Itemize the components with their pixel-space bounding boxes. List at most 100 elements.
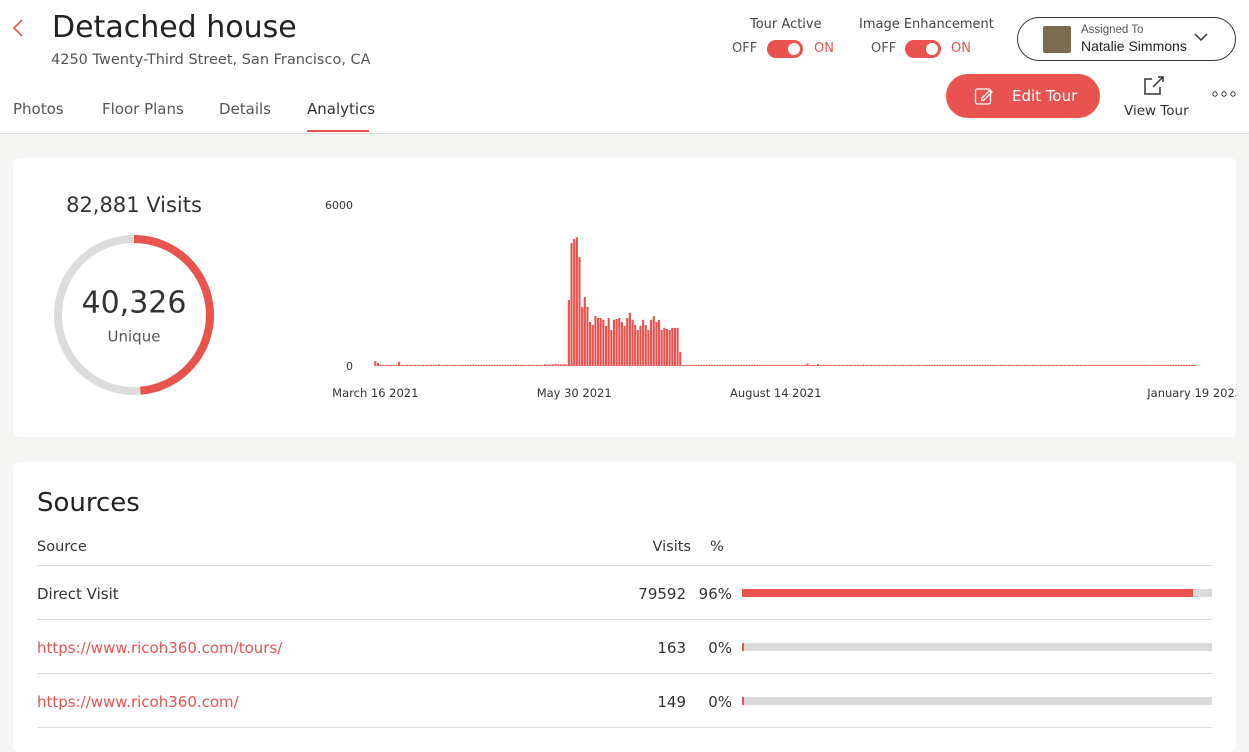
- source-link[interactable]: https://www.ricoh360.com/tours/: [37, 639, 283, 657]
- bar: [896, 364, 899, 366]
- column-header: Visits: [652, 539, 691, 555]
- bar: [612, 319, 616, 366]
- bar: [917, 364, 920, 366]
- bar: [870, 364, 873, 366]
- bar: [615, 319, 618, 366]
- tab[interactable]: Details: [219, 100, 272, 118]
- bar: [774, 364, 777, 366]
- bar: [1127, 364, 1130, 366]
- bar: [395, 364, 398, 366]
- bar: [764, 364, 767, 366]
- chevron: [1194, 33, 1208, 42]
- bar: [620, 321, 623, 366]
- bar: [1103, 364, 1106, 366]
- bar: [631, 319, 634, 366]
- bar: [472, 364, 475, 366]
- bar: [880, 364, 883, 366]
- bar: [538, 364, 541, 366]
- bar: [817, 364, 820, 366]
- bar: [586, 306, 589, 366]
- toggle-switch[interactable]: [767, 40, 803, 58]
- bar: [671, 327, 674, 366]
- bar: [827, 364, 830, 366]
- bar: [676, 327, 679, 366]
- bar: [1002, 364, 1005, 366]
- bar: [718, 364, 722, 366]
- bar: [512, 364, 515, 366]
- bar: [931, 364, 934, 366]
- bar: [435, 364, 438, 366]
- bar: [872, 364, 875, 366]
- bar: [1153, 364, 1156, 366]
- bar: [650, 319, 653, 366]
- bar: [1100, 364, 1103, 366]
- bar: [416, 365, 419, 366]
- bar: [878, 364, 881, 366]
- edit-tour-button[interactable]: Edit Tour: [946, 74, 1100, 118]
- source-row: Direct Visit 79592 96%: [37, 565, 1212, 620]
- bar: [437, 364, 441, 366]
- bar: [602, 319, 605, 366]
- bar: [846, 364, 849, 366]
- bar: [456, 364, 459, 366]
- bar: [779, 364, 783, 366]
- bar: [766, 364, 769, 366]
- bar: [772, 364, 775, 366]
- bar: [488, 364, 491, 366]
- bar: [891, 364, 894, 366]
- bar: [729, 364, 732, 366]
- bar: [777, 364, 780, 366]
- tab[interactable]: Photos: [13, 100, 64, 118]
- bar: [398, 361, 401, 366]
- bar: [384, 364, 387, 366]
- bar: [1122, 364, 1125, 366]
- avatar: [1043, 26, 1071, 53]
- bar: [962, 364, 966, 366]
- bar: [912, 364, 915, 366]
- tab-active[interactable]: Analytics: [307, 100, 376, 118]
- sources-card: Sources Source Visits % Direct Visit 7959…: [13, 462, 1236, 752]
- bar: [843, 364, 846, 366]
- toggle-switch[interactable]: [905, 40, 941, 58]
- bar: [960, 364, 963, 366]
- bar: [822, 364, 825, 366]
- bar: [461, 364, 464, 366]
- source-link[interactable]: https://www.ricoh360.com/: [37, 693, 239, 711]
- bar: [1183, 364, 1186, 366]
- y-tick-label: 0: [346, 360, 353, 373]
- bar: [604, 326, 608, 366]
- bar: [724, 364, 727, 366]
- bar: [448, 364, 451, 366]
- tab[interactable]: Floor Plans: [102, 100, 184, 118]
- bar: [549, 364, 552, 366]
- bar: [687, 364, 690, 366]
- assignee-dropdown[interactable]: Assigned To Natalie Simmons: [1017, 17, 1236, 61]
- bar: [390, 364, 393, 366]
- bar: [986, 364, 989, 366]
- bar: [1161, 364, 1164, 366]
- bar: [440, 364, 443, 366]
- view-tour-icon[interactable]: [1142, 74, 1166, 98]
- bar: [835, 364, 838, 366]
- bar: [578, 257, 581, 366]
- total-visits: 82,881 Visits: [66, 193, 202, 217]
- view-tour-label[interactable]: View Tour: [1124, 103, 1189, 119]
- bar: [1008, 364, 1011, 366]
- bar: [1066, 364, 1069, 366]
- bar: [862, 364, 865, 366]
- bar: [673, 327, 677, 366]
- bar: [1116, 364, 1119, 366]
- bar: [748, 364, 751, 366]
- bar: [756, 364, 759, 366]
- toggle-on: ON: [814, 41, 834, 56]
- bar: [811, 364, 814, 366]
- back-button[interactable]: [10, 18, 26, 38]
- bar: [909, 364, 913, 366]
- more-menu[interactable]: [1212, 90, 1236, 98]
- bar: [809, 364, 812, 366]
- bar: [554, 363, 557, 366]
- bar: [530, 364, 533, 366]
- bar: [525, 364, 528, 366]
- bar: [952, 364, 955, 366]
- bar: [920, 364, 923, 366]
